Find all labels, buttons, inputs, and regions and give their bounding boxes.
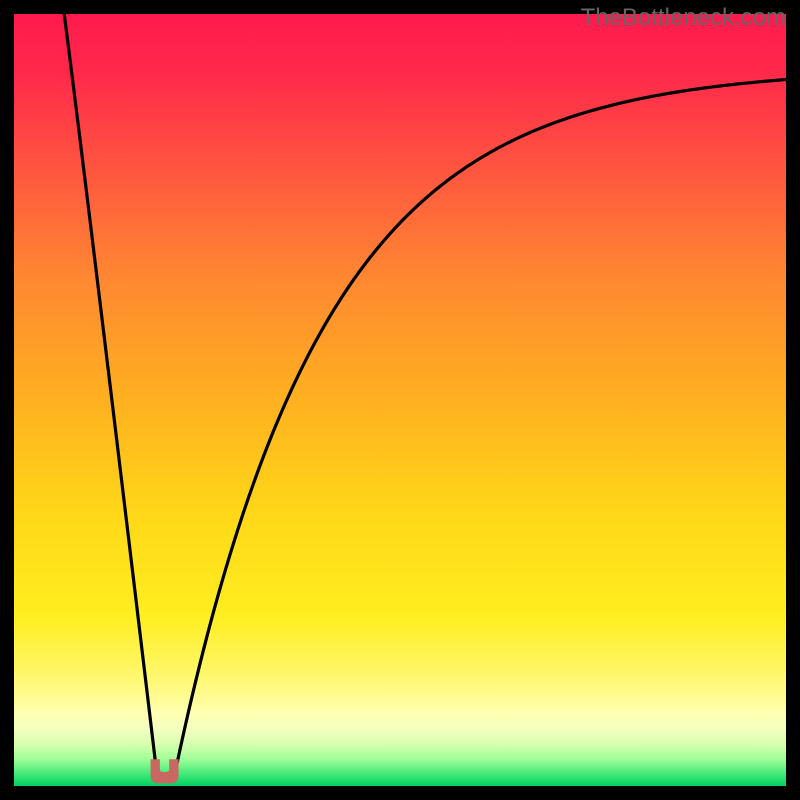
chart-background (14, 14, 786, 786)
watermark-text: TheBottleneck.com (581, 4, 786, 32)
chart-container: TheBottleneck.com (0, 0, 800, 800)
bottleneck-chart (0, 0, 800, 800)
